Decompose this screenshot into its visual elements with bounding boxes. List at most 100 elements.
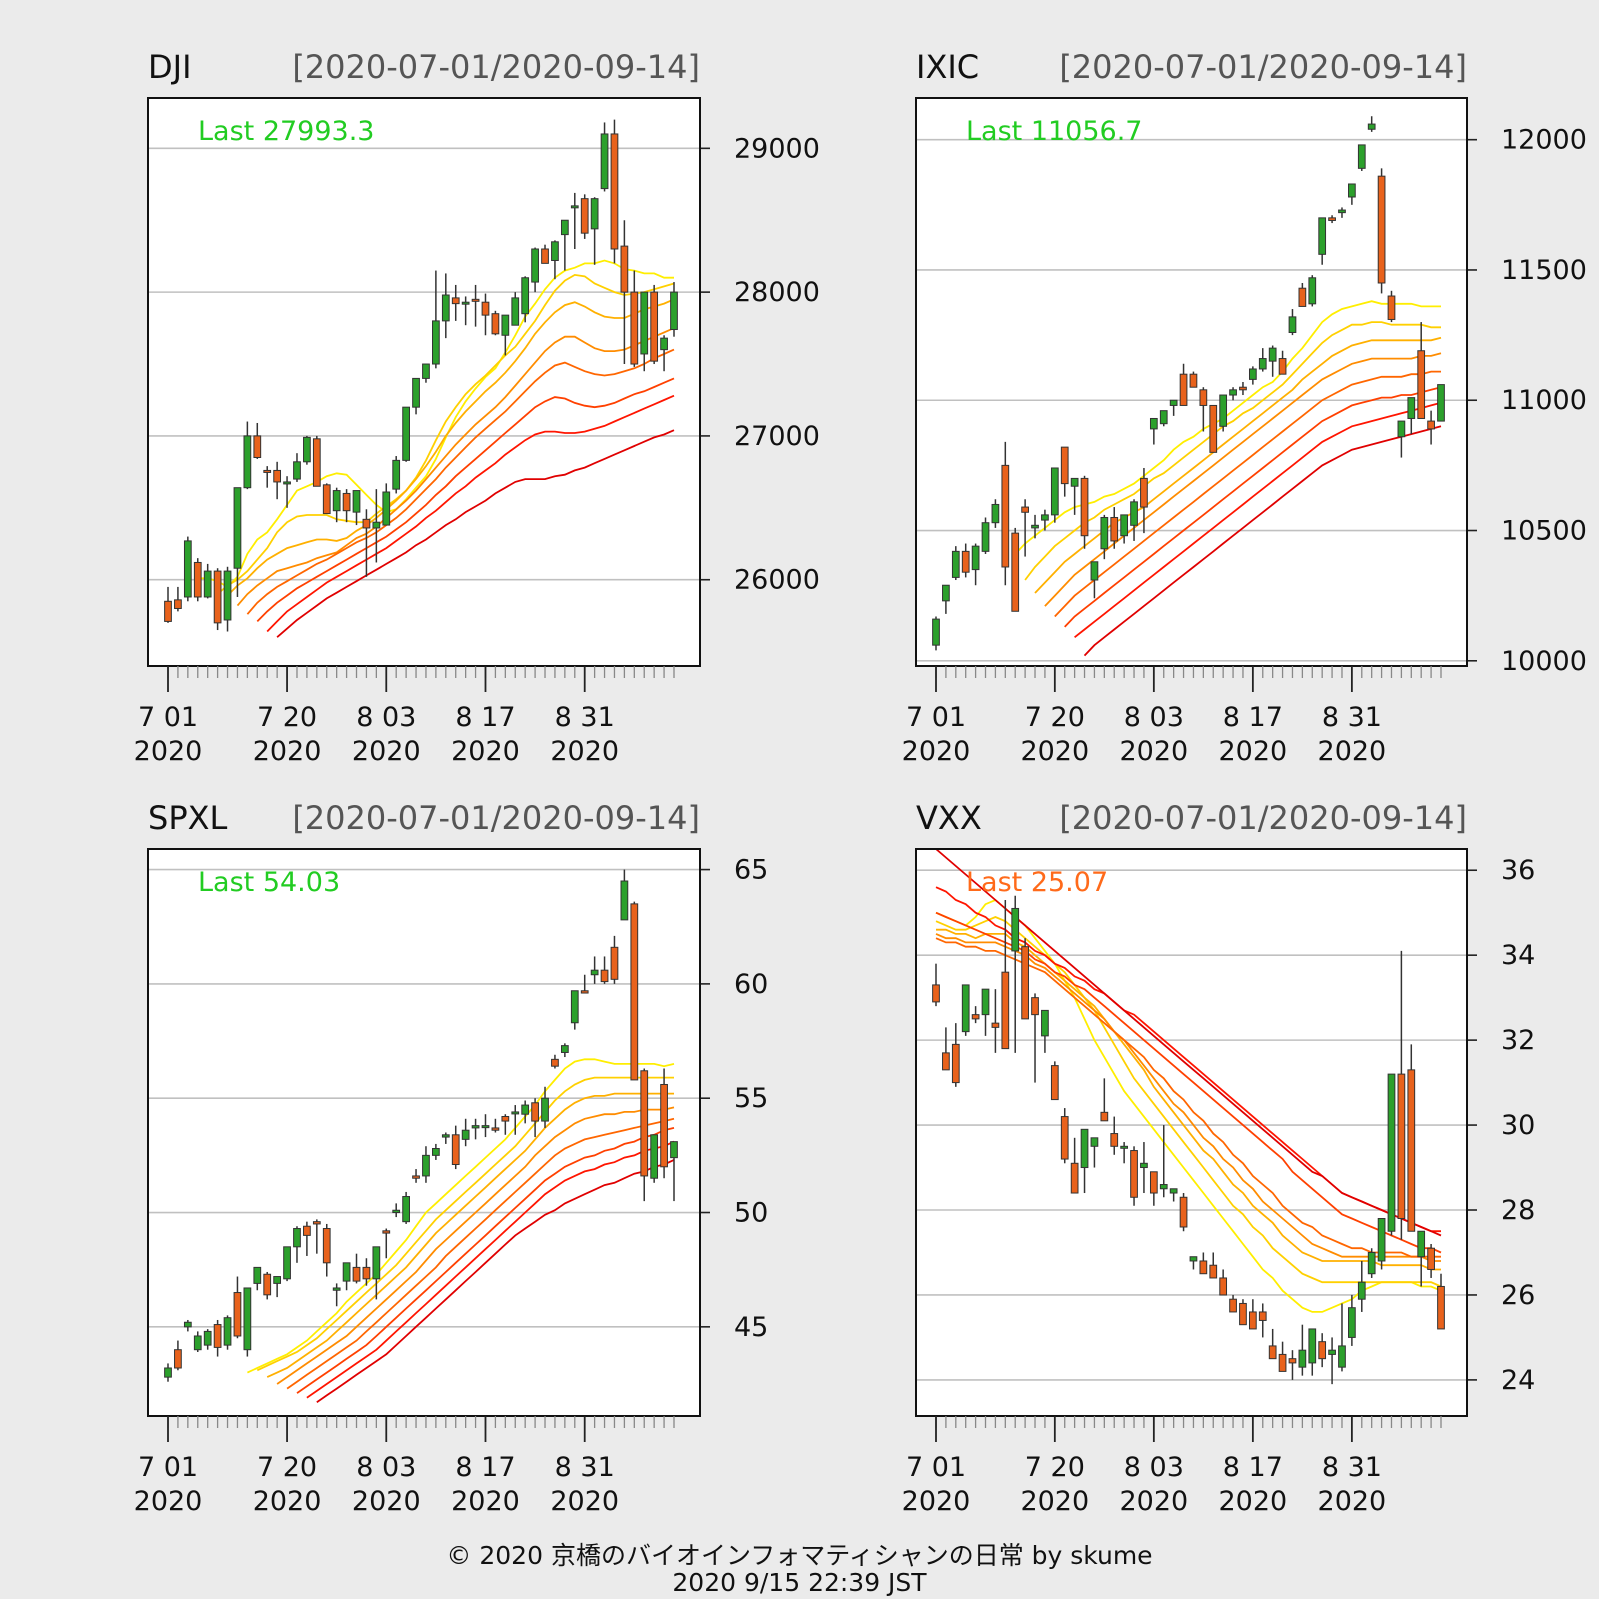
candle-down — [471, 298, 480, 302]
x-tick-label: 7 20 — [257, 1452, 317, 1483]
candle-up — [942, 584, 950, 602]
candle-down — [1110, 516, 1119, 542]
candle-down — [932, 984, 940, 1003]
candle-up — [1229, 389, 1237, 396]
candle-up — [193, 1335, 202, 1351]
candle-down — [630, 903, 639, 1081]
candle-down — [1239, 1302, 1247, 1326]
candle-down — [1417, 350, 1426, 419]
candle-up — [332, 1287, 341, 1291]
x-tick-year: 2020 — [352, 736, 421, 767]
candle-up — [164, 1367, 172, 1378]
candle-up — [1041, 514, 1049, 521]
candle-up — [932, 618, 940, 646]
y-tick-label: 11500 — [1501, 255, 1587, 286]
ma-line-8 — [316, 1159, 675, 1404]
x-tick-year: 2020 — [253, 736, 322, 767]
candle-down — [610, 946, 619, 980]
candle-down — [263, 1273, 272, 1296]
candle-up — [1169, 1188, 1178, 1194]
x-tick-year: 2020 — [550, 1486, 619, 1517]
candle-down — [1179, 1196, 1188, 1228]
candle-down — [1100, 1111, 1109, 1122]
candle-down — [1328, 217, 1336, 221]
candle-up — [1348, 183, 1356, 198]
candle-down — [1011, 532, 1020, 612]
candle-down — [451, 297, 460, 305]
last-value-label: Last 25.07 — [966, 867, 1108, 898]
ma-line-4 — [236, 327, 675, 607]
candle-up — [521, 1104, 530, 1115]
candle-down — [1298, 287, 1307, 307]
candle-down — [174, 599, 182, 609]
x-tick-year: 2020 — [1119, 1486, 1188, 1517]
y-tick-label: 30 — [1501, 1110, 1535, 1141]
candle-down — [620, 245, 629, 293]
candle-up — [531, 248, 539, 283]
candle-up — [1357, 144, 1366, 169]
y-tick-label: 12000 — [1501, 125, 1587, 156]
candle-down — [961, 550, 970, 573]
candle-up — [1169, 399, 1178, 406]
ma-line-5 — [246, 348, 675, 615]
candle-up — [1338, 1345, 1346, 1368]
candle-up — [1367, 123, 1376, 130]
candle-down — [1219, 1277, 1228, 1296]
candle-down — [1209, 1264, 1218, 1279]
candle-down — [991, 1022, 1000, 1028]
candle-up — [640, 291, 649, 355]
candle-down — [312, 1221, 321, 1225]
candle-down — [1050, 1065, 1059, 1101]
candle-down — [1199, 1260, 1208, 1275]
x-tick-label: 7 20 — [1025, 702, 1085, 733]
y-tick-label: 28000 — [734, 277, 820, 308]
candle-up — [1288, 316, 1297, 333]
chart-symbol: IXIC — [916, 48, 979, 86]
chart-range: [2020-07-01/2020-09-14] — [1059, 799, 1467, 837]
candle-up — [402, 1196, 410, 1223]
ma-line-4 — [1044, 352, 1442, 607]
ma-line-6 — [935, 911, 1442, 1254]
candle-up — [961, 984, 970, 1033]
series-group — [932, 849, 1445, 1385]
candle-down — [481, 301, 490, 316]
candle-down — [233, 1292, 242, 1337]
candle-down — [1258, 1311, 1267, 1321]
candle-down — [1407, 1069, 1416, 1232]
candle-down — [273, 469, 282, 483]
x-tick-year: 2020 — [1219, 1486, 1288, 1517]
candle-up — [1357, 1281, 1366, 1300]
candle-up — [501, 314, 510, 336]
candle-down — [1278, 358, 1287, 375]
candle-down — [580, 990, 589, 994]
x-tick-label: 8 17 — [455, 702, 515, 733]
y-tick-label: 27000 — [734, 421, 820, 452]
candle-up — [991, 503, 1000, 524]
x-tick-label: 8 17 — [1223, 1452, 1283, 1483]
last-value-label: Last 54.03 — [198, 867, 340, 898]
candle-down — [600, 969, 609, 983]
candle-up — [1407, 397, 1416, 419]
candle-down — [1189, 373, 1198, 388]
ma-line-8 — [276, 429, 675, 638]
ma-line-4 — [276, 1106, 675, 1385]
candle-down — [1318, 1341, 1327, 1360]
candle-up — [481, 1125, 490, 1129]
plot-frame — [147, 848, 701, 1417]
ma-line-8 — [1083, 425, 1442, 657]
candle-down — [342, 492, 351, 512]
candle-up — [243, 435, 252, 489]
candle-up — [1397, 420, 1406, 438]
candle-up — [372, 521, 381, 529]
candle-up — [1159, 410, 1168, 425]
y-tick-label: 45 — [734, 1312, 768, 1343]
candle-up — [1219, 394, 1228, 427]
candle-down — [412, 1175, 420, 1179]
candle-up — [1308, 1328, 1317, 1364]
series-group — [932, 116, 1445, 657]
candle-up — [461, 301, 470, 305]
ma-line-2 — [935, 916, 1442, 1288]
candle-down — [501, 1115, 510, 1122]
ma-line-6 — [296, 1127, 675, 1394]
